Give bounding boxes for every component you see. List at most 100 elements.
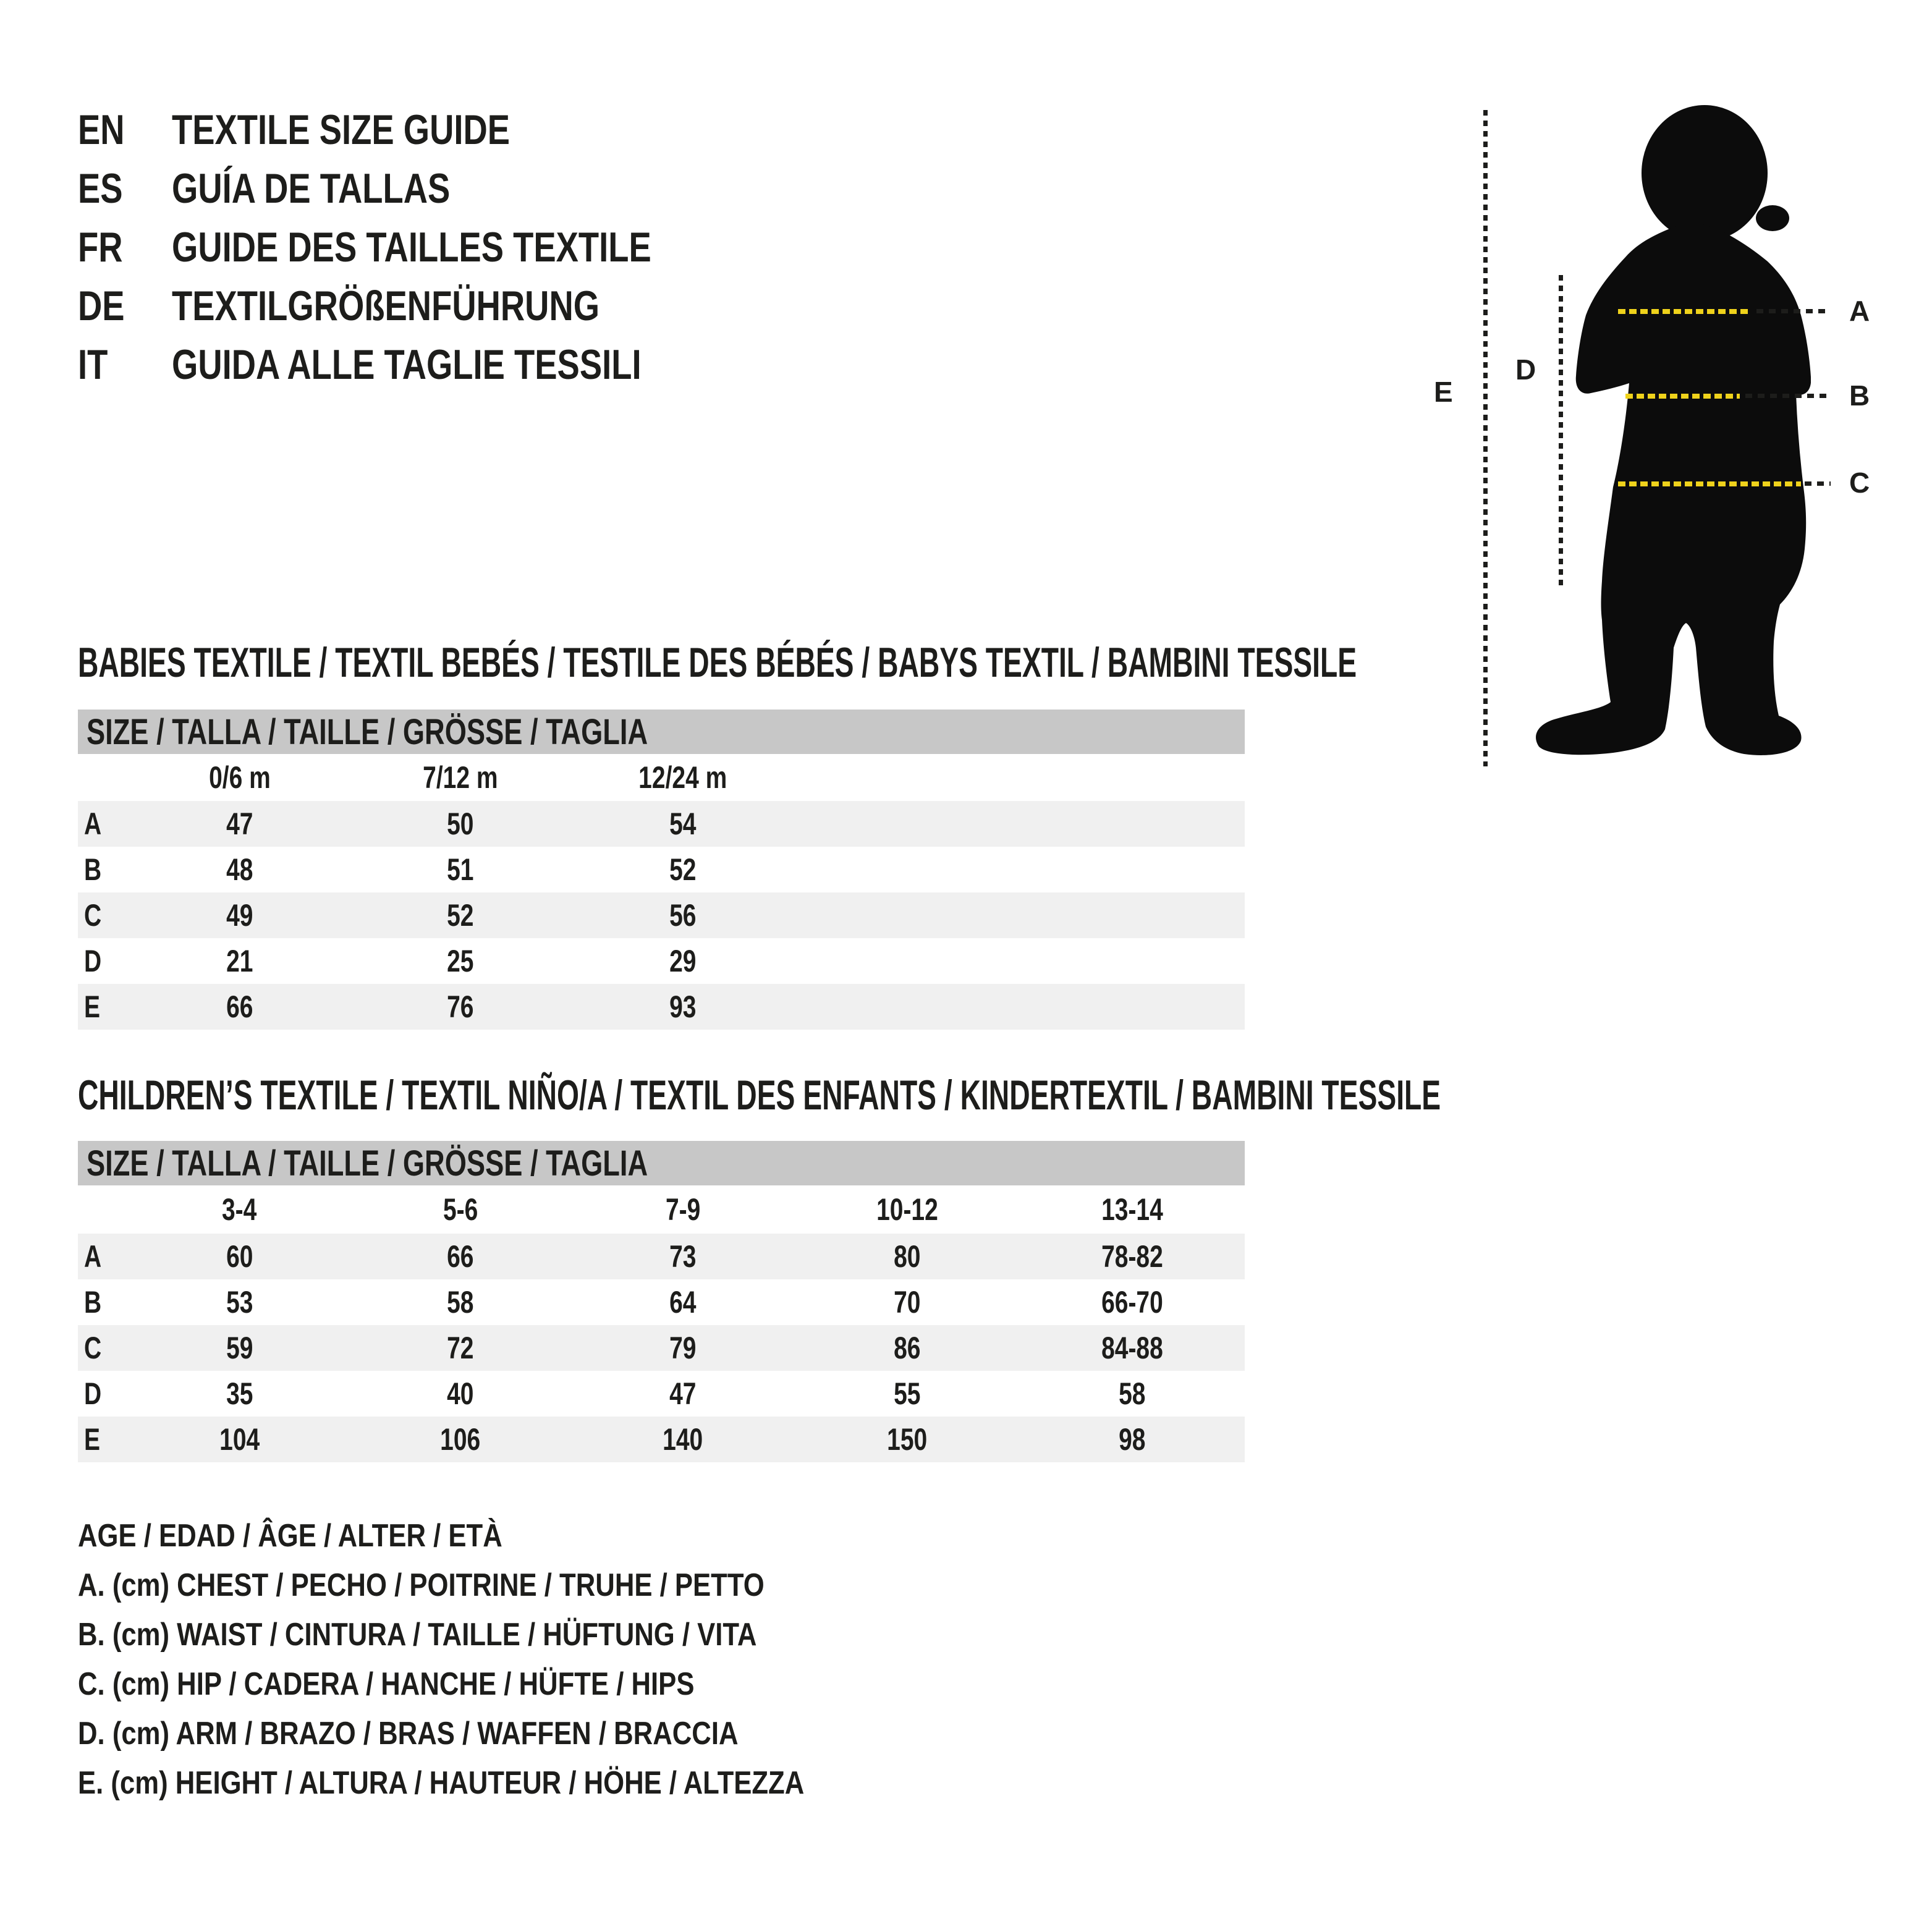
babies-size-table: 0/6 m 7/12 m 12/24 m A 47 50 54 B 48 51 … — [78, 754, 1245, 1030]
language-code: DE — [78, 282, 125, 329]
size-value: 55 — [893, 1376, 921, 1411]
section-heading-babies: BABIES TEXTILE / TEXTIL BEBÉS / TESTILE … — [78, 639, 1357, 686]
legend-line-age: AGE / EDAD / ÂGE / ALTER / ETÀ — [78, 1518, 502, 1554]
size-value: 35 — [226, 1376, 253, 1411]
size-value: 80 — [893, 1239, 921, 1274]
table-row: A 60 66 73 80 78-82 — [78, 1234, 1245, 1279]
row-label: E — [84, 1422, 101, 1457]
legend-line-arm: D. (cm) ARM / BRAZO / BRAS / WAFFEN / BR… — [78, 1716, 739, 1752]
language-code: IT — [78, 341, 108, 388]
table-row: C 49 52 56 — [78, 892, 1245, 938]
table-row: B 53 58 64 70 66-70 — [78, 1279, 1245, 1325]
legend-line-chest: A. (cm) CHEST / PECHO / POITRINE / TRUHE… — [78, 1567, 765, 1603]
language-title: GUIDE DES TAILLES TEXTILE — [172, 224, 651, 271]
row-label: C — [84, 898, 102, 933]
size-value: 70 — [893, 1285, 921, 1320]
legend-line-height: E. (cm) HEIGHT / ALTURA / HAUTEUR / HÖHE… — [78, 1765, 805, 1801]
table-row: D 21 25 29 — [78, 938, 1245, 984]
size-value: 86 — [893, 1331, 921, 1365]
size-value: 64 — [669, 1285, 697, 1320]
size-value: 25 — [447, 944, 474, 978]
size-header-bar-babies: SIZE / TALLA / TAILLE / GRÖSSE / TAGLIA — [78, 710, 1245, 754]
size-value: 48 — [226, 852, 253, 887]
size-value: 140 — [663, 1422, 703, 1457]
size-value: 58 — [447, 1285, 474, 1320]
table-row: E 66 76 93 — [78, 984, 1245, 1030]
diagram-label-chest: A — [1849, 295, 1870, 327]
size-value: 98 — [1119, 1422, 1146, 1457]
language-title: GUÍA DE TALLAS — [172, 165, 451, 212]
column-header: 7/12 m — [423, 760, 498, 795]
size-value: 58 — [1119, 1376, 1146, 1411]
children-size-table: 3-4 5-6 7-9 10-12 13-14 A 60 66 73 80 78… — [78, 1185, 1245, 1462]
height-measure-line-e — [1483, 110, 1488, 766]
size-value: 56 — [669, 898, 697, 933]
table-row: E 104 106 140 150 98 — [78, 1417, 1245, 1462]
table-header-row: 3-4 5-6 7-9 10-12 13-14 — [78, 1185, 1245, 1234]
size-value: 73 — [669, 1239, 697, 1274]
column-header: 3-4 — [222, 1192, 257, 1227]
size-value: 60 — [226, 1239, 253, 1274]
column-header: 5-6 — [443, 1192, 478, 1227]
size-value: 72 — [447, 1331, 474, 1365]
chest-line-a-yellow — [1618, 309, 1750, 314]
row-label: B — [84, 1285, 102, 1320]
language-code: ES — [78, 165, 123, 212]
row-label: A — [84, 807, 102, 841]
legend-line-waist: B. (cm) WAIST / CINTURA / TAILLE / HÜFTU… — [78, 1617, 757, 1653]
waist-line-b-leader — [1745, 394, 1828, 398]
size-value: 59 — [226, 1331, 253, 1365]
size-value: 79 — [669, 1331, 697, 1365]
table-row: C 59 72 79 86 84-88 — [78, 1325, 1245, 1371]
column-header: 0/6 m — [208, 760, 271, 795]
child-silhouette-image — [1536, 105, 1811, 755]
column-header: 10-12 — [876, 1192, 938, 1227]
size-value: 78-82 — [1101, 1239, 1163, 1274]
waist-line-b-yellow — [1625, 394, 1740, 399]
hip-line-c-yellow — [1618, 481, 1801, 486]
row-label: E — [84, 989, 101, 1024]
size-value: 52 — [447, 898, 474, 933]
table-row: D 35 40 47 55 58 — [78, 1371, 1245, 1417]
size-value: 84-88 — [1101, 1331, 1163, 1365]
diagram-label-height: E — [1434, 376, 1453, 408]
row-label: B — [84, 852, 102, 887]
table-header-row: 0/6 m 7/12 m 12/24 m — [78, 754, 1245, 801]
size-value: 66-70 — [1101, 1285, 1163, 1320]
size-value: 53 — [226, 1285, 253, 1320]
size-value: 40 — [447, 1376, 474, 1411]
row-label: D — [84, 1376, 102, 1411]
size-value: 47 — [226, 807, 253, 841]
arm-measure-line-d — [1559, 275, 1563, 587]
hip-line-c-leader — [1805, 481, 1831, 486]
table-row: A 47 50 54 — [78, 801, 1245, 847]
size-value: 49 — [226, 898, 253, 933]
legend-line-hip: C. (cm) HIP / CADERA / HANCHE / HÜFTE / … — [78, 1666, 695, 1702]
size-value: 52 — [669, 852, 697, 887]
size-value: 50 — [447, 807, 474, 841]
size-value: 21 — [226, 944, 253, 978]
row-label: C — [84, 1331, 102, 1365]
size-value: 93 — [669, 989, 697, 1024]
diagram-label-waist: B — [1849, 379, 1870, 412]
size-header-text: SIZE / TALLA / TAILLE / GRÖSSE / TAGLIA — [87, 711, 648, 752]
language-title: GUIDA ALLE TAGLIE TESSILI — [172, 341, 642, 388]
language-code: FR — [78, 224, 123, 271]
size-header-text: SIZE / TALLA / TAILLE / GRÖSSE / TAGLIA — [87, 1143, 648, 1184]
diagram-label-arm: D — [1515, 354, 1536, 386]
row-label: D — [84, 944, 102, 978]
measurement-legend: AGE / EDAD / ÂGE / ALTER / ETÀ A. (cm) C… — [78, 1511, 943, 1808]
section-heading-children: CHILDREN’S TEXTILE / TEXTIL NIÑO/A / TEX… — [78, 1072, 1441, 1119]
size-value: 66 — [226, 989, 253, 1024]
row-label: A — [84, 1239, 102, 1274]
size-value: 29 — [669, 944, 697, 978]
size-value: 106 — [440, 1422, 481, 1457]
column-header: 12/24 m — [638, 760, 727, 795]
size-value: 47 — [669, 1376, 697, 1411]
column-header: 13-14 — [1101, 1192, 1163, 1227]
size-value: 54 — [669, 807, 697, 841]
size-value: 51 — [447, 852, 474, 887]
size-header-bar-children: SIZE / TALLA / TAILLE / GRÖSSE / TAGLIA — [78, 1141, 1245, 1185]
